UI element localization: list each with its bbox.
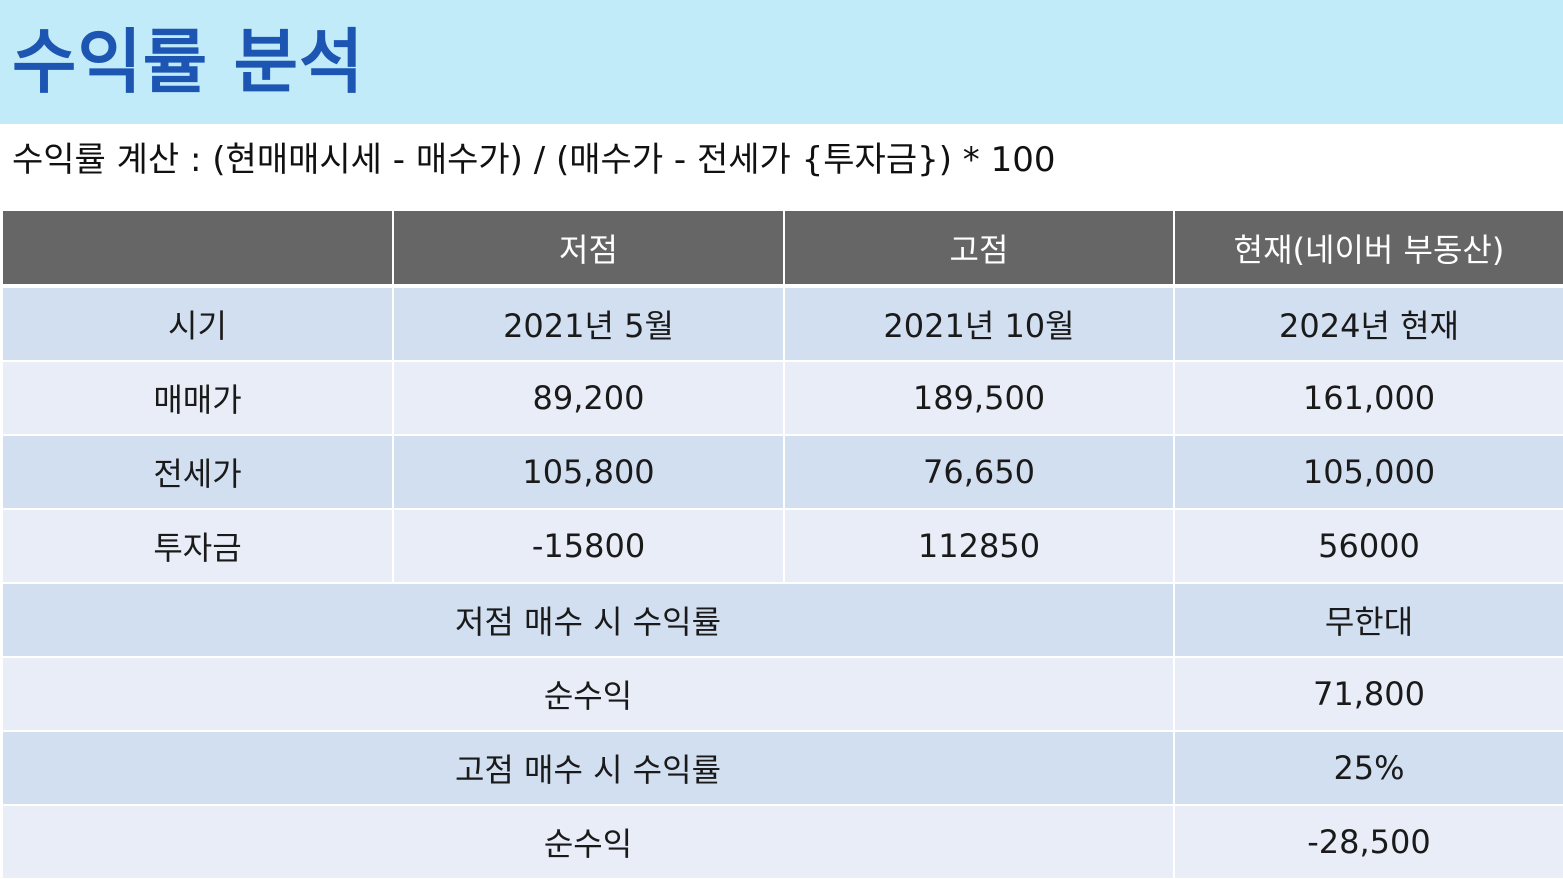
header-cell-low: 저점 — [392, 211, 784, 288]
summary-value: 25% — [1173, 730, 1563, 805]
table-cell: 2021년 5월 — [392, 285, 784, 361]
formula-text: 수익률 계산 : (현매매시세 - 매수가) / (매수가 - 전세가 {투자금… — [12, 140, 1056, 180]
row-label: 시기 — [3, 285, 393, 361]
table-cell: 189,500 — [783, 360, 1174, 435]
summary-row-low-return: 저점 매수 시 수익률 무한대 — [3, 582, 1563, 657]
summary-label: 고점 매수 시 수익률 — [3, 730, 1174, 805]
table-cell: 2024년 현재 — [1173, 285, 1563, 361]
table-row-investment: 투자금 -15800 112850 56000 — [3, 508, 1563, 583]
summary-row-high-return: 고점 매수 시 수익률 25% — [3, 730, 1563, 805]
table-cell: 105,800 — [392, 434, 784, 509]
table-cell: 56000 — [1173, 508, 1563, 583]
summary-value: 71,800 — [1173, 656, 1563, 731]
table-cell: 89,200 — [392, 360, 784, 435]
summary-value: -28,500 — [1173, 804, 1563, 878]
summary-value: 무한대 — [1173, 582, 1563, 657]
table-cell: 112850 — [783, 508, 1174, 583]
row-label: 매매가 — [3, 360, 393, 435]
row-label: 투자금 — [3, 508, 393, 583]
page-title: 수익률 분석 — [12, 21, 365, 103]
header-cell-high: 고점 — [783, 211, 1174, 288]
table-cell: 2021년 10월 — [783, 285, 1174, 361]
summary-row-high-net-profit: 순수익 -28,500 — [3, 804, 1563, 878]
header-cell-current: 현재(네이버 부동산) — [1173, 211, 1563, 288]
summary-label: 저점 매수 시 수익률 — [3, 582, 1174, 657]
summary-label: 순수익 — [3, 656, 1174, 731]
table-header-row: 저점 고점 현재(네이버 부동산) — [3, 211, 1563, 288]
summary-row-low-net-profit: 순수익 71,800 — [3, 656, 1563, 731]
table-cell: 76,650 — [783, 434, 1174, 509]
table-cell: 161,000 — [1173, 360, 1563, 435]
title-bar: 수익률 분석 — [0, 0, 1563, 124]
table-row-jeonse-price: 전세가 105,800 76,650 105,000 — [3, 434, 1563, 509]
row-label: 전세가 — [3, 434, 393, 509]
header-cell-empty — [3, 211, 393, 288]
table-cell: -15800 — [392, 508, 784, 583]
table-cell: 105,000 — [1173, 434, 1563, 509]
table-row-period: 시기 2021년 5월 2021년 10월 2024년 현재 — [3, 285, 1563, 361]
summary-label: 순수익 — [3, 804, 1174, 878]
table-row-sale-price: 매매가 89,200 189,500 161,000 — [3, 360, 1563, 435]
return-analysis-table: 저점 고점 현재(네이버 부동산) 시기 2021년 5월 2021년 10월 … — [3, 211, 1563, 878]
